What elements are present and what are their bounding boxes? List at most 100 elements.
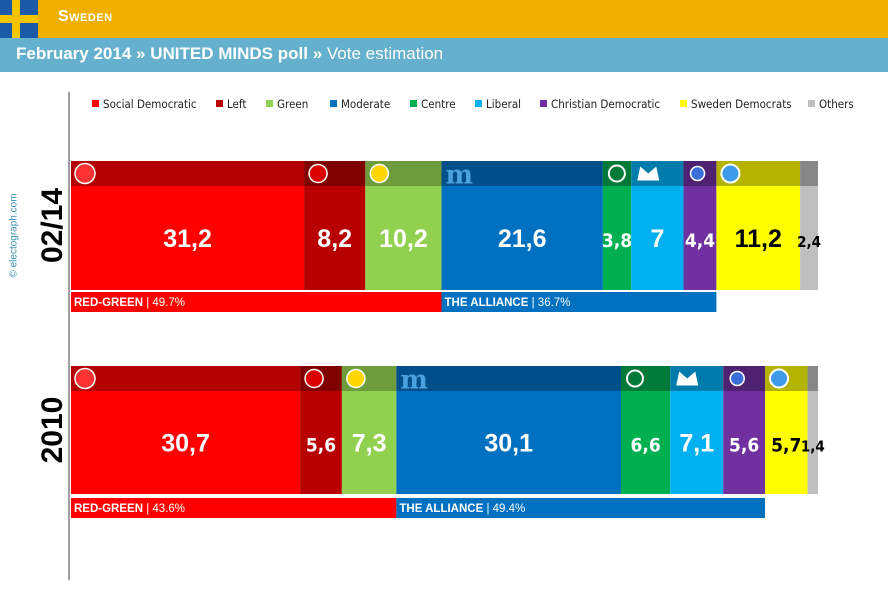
bar [602,186,632,290]
bar [620,391,671,494]
sun-icon [369,163,390,184]
legend-swatch [266,100,273,107]
bar [631,186,684,290]
crown-icon [676,371,699,386]
country-title: Sweden [58,8,113,25]
data-label: 7,3 [352,430,387,458]
legend-label: Green [277,97,308,111]
rose-icon [74,162,96,185]
bloc-bar [441,292,717,312]
bloc-bar [71,292,442,312]
bloc-name: THE ALLIANCE [445,297,529,309]
m-icon: m [446,161,474,191]
subtitle-poll: UNITED MINDS poll [150,44,308,63]
bloc-label: THE ALLIANCE | 36.7% [445,297,571,309]
bloc-name: RED-GREEN [74,297,143,309]
rose-icon [74,367,96,390]
series-label: 2010 [36,397,69,464]
bar [365,186,442,290]
bloc-separator: | [483,503,492,515]
data-label: 30,7 [161,430,210,458]
bloc-value: 49.7% [152,297,185,309]
bar [670,391,724,494]
bar [441,186,603,290]
data-label: 11,2 [735,225,782,253]
subtitle-date: February 2014 [16,44,132,63]
v-icon [304,368,324,389]
legend-label: Social Democratic [103,97,197,111]
party-header-bar [800,161,818,186]
legend-swatch [680,100,687,107]
sweden-flag-icon [0,0,38,38]
legend-swatch [808,100,815,107]
bloc-label: RED-GREEN | 49.7% [74,297,185,309]
bar [300,391,342,494]
data-label: 7,1 [679,430,714,458]
data-label: 5,7 [771,435,801,457]
bar [716,186,801,290]
bloc-bar [71,498,397,518]
legend-label: Moderate [341,97,390,111]
data-label: 3,8 [602,230,632,252]
bloc-label: RED-GREEN | 43.6% [74,503,185,515]
data-label: 4,4 [685,230,715,252]
party-header-bar [807,366,818,391]
bloc-name: RED-GREEN [74,503,143,515]
clover-icon [625,369,644,388]
legend-swatch [330,100,337,107]
flower-icon [689,165,706,182]
party-header-bar [441,161,603,186]
data-label: 31,2 [163,225,212,253]
m-icon: m [400,366,428,396]
legend-swatch [92,100,99,107]
party-header-bar [620,366,671,391]
bar [800,186,818,290]
subtitle-separator: » [312,44,323,63]
v-icon [308,163,328,184]
data-label: 21,6 [498,225,547,253]
bar [683,186,717,290]
data-label: 8,2 [317,225,352,253]
legend-swatch [475,100,482,107]
series-label: 02/14 [36,188,69,263]
bloc-separator: | [143,297,152,309]
data-label: 10,2 [379,225,428,253]
bar [71,391,301,494]
legend-label: Sweden Democrats [691,97,792,111]
party-header-bar [396,366,621,391]
legend-label: Liberal [486,97,521,111]
data-label: 30,1 [484,430,533,458]
legend-label: Christian Democratic [551,97,660,111]
bar [765,391,808,494]
subtitle: February 2014 » UNITED MINDS poll » Vote… [16,44,443,64]
blossom-icon [720,163,741,184]
bloc-value: 43.6% [152,503,185,515]
data-label: 7 [650,225,664,253]
clover-icon [607,164,626,183]
bloc-name: THE ALLIANCE [399,503,483,515]
bar [807,391,818,494]
bar [723,391,766,494]
sun-icon [346,368,366,389]
bloc-label: THE ALLIANCE | 49.4% [399,503,525,515]
party-header-bar [71,366,301,391]
legend-swatch [216,100,223,107]
bar [71,186,305,290]
subtitle-separator: » [136,44,146,63]
bloc-separator: | [143,503,152,515]
legend-swatch [410,100,417,107]
party-header-bar [71,161,305,186]
data-label: 5,6 [306,435,336,457]
header-bar: Sweden [0,0,888,38]
bar [304,186,366,290]
data-label: 5,6 [729,435,759,457]
data-label: 6,6 [630,435,660,457]
legend-swatch [540,100,547,107]
legend-label: Others [819,97,854,111]
stacked-bar-chart: Social Democratic Left Green Moderate Centre… [36,92,854,580]
bar [341,391,397,494]
subtitle-kind: Vote estimation [326,44,444,63]
bloc-value: 49.4% [493,503,526,515]
flower-icon [729,370,745,387]
bloc-separator: | [528,297,537,309]
